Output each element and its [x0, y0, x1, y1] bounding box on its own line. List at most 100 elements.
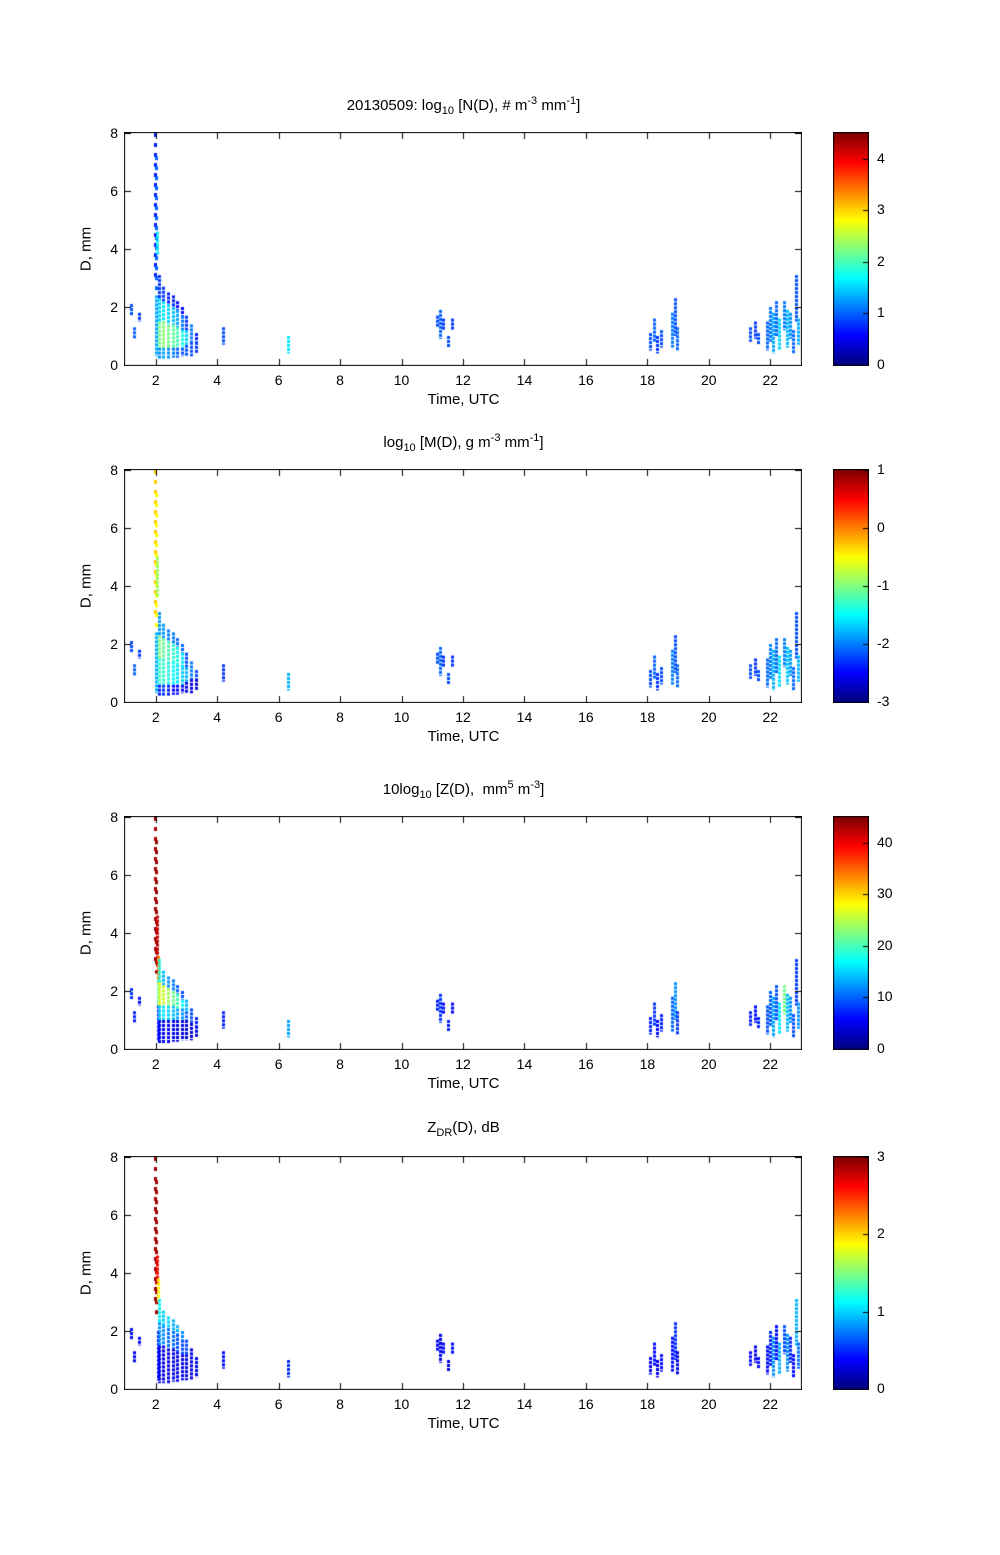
colorbar-tick-label: 20 [877, 936, 893, 953]
x-tick-label: 14 [516, 1056, 533, 1072]
y-tick-label: 2 [110, 983, 118, 999]
x-tick-label: 20 [701, 1056, 717, 1072]
x-tick-label: 10 [393, 709, 410, 725]
y-tick-label: 4 [110, 578, 118, 594]
colorbar-tick-label: 1 [877, 1302, 885, 1319]
x-tick-label: 22 [762, 372, 779, 388]
colorbar-tick-label: 3 [877, 201, 885, 218]
title-part: 10 [441, 105, 455, 117]
x-tick-label: 2 [151, 372, 160, 388]
title-part: 5 [507, 779, 514, 791]
x-tick-label: 8 [336, 709, 344, 725]
x-tick-label: 8 [336, 372, 344, 388]
panel-title: ZDR(D), dB [125, 1119, 802, 1139]
title-part: 10log [382, 781, 420, 798]
colorbar-tick-label: 30 [877, 885, 893, 902]
x-tick-label: 2 [151, 1396, 160, 1412]
x-tick-label: 16 [578, 709, 594, 725]
y-tick-label: 2 [110, 299, 118, 315]
y-tick-label: 8 [110, 462, 118, 478]
x-tick-label: 2 [151, 709, 160, 725]
x-tick-label: 14 [516, 709, 533, 725]
colorbar-tick-label: 1 [877, 304, 885, 321]
panel-mass-content: log10 [M(D), g m-3 mm-1] D, mm Time, UTC… [0, 432, 1000, 777]
x-tick-label: 18 [639, 1056, 656, 1072]
panel-differential-reflectivity: ZDR(D), dB D, mm Time, UTC 2 4 6 8 10 12 14 16 1… [0, 1119, 1000, 1464]
x-tick-label: 16 [578, 1056, 594, 1072]
title-part: 10 [419, 789, 432, 801]
x-tick-label: 10 [393, 372, 410, 388]
y-tick-label: 0 [110, 357, 118, 373]
colorbar-canvas [833, 1156, 869, 1390]
x-tick-label: 18 [639, 709, 656, 725]
title-part: ] [576, 97, 581, 114]
title-part: -1 [529, 432, 540, 444]
x-tick-label: 22 [762, 1396, 779, 1412]
x-tick-label: 14 [516, 1396, 533, 1412]
y-tick-label: 8 [110, 1149, 118, 1165]
x-tick-label: 14 [516, 372, 533, 388]
x-tick-label: 10 [393, 1396, 410, 1412]
x-tick-label: 4 [213, 709, 222, 725]
y-tick-label: 0 [110, 1041, 118, 1057]
colorbar-tick-label: 40 [877, 833, 893, 850]
panel-title: log10 [M(D), g m-3 mm-1] [125, 432, 802, 454]
x-tick-label: 12 [455, 1056, 471, 1072]
x-tick-label: 4 [213, 1056, 222, 1072]
y-tick-label: 4 [110, 925, 118, 941]
colorbar-tick-label: 2 [877, 1225, 885, 1242]
x-tick-label: 8 [336, 1396, 344, 1412]
y-tick-label: 6 [110, 867, 118, 883]
title-part: ] [539, 434, 544, 451]
y-tick-label: 4 [110, 241, 118, 257]
x-tick-label: 6 [274, 1396, 283, 1412]
title-part: -3 [530, 779, 541, 791]
colorbar-tick-label: 1 [877, 461, 885, 477]
x-tick-label: 12 [455, 1396, 471, 1412]
colorbar-tick-label: 0 [877, 356, 885, 372]
x-tick-label: 20 [701, 709, 717, 725]
heatmap-canvas [124, 816, 802, 1050]
panel-title: 10log10 [Z(D), mm5 m-3] [125, 779, 802, 801]
title-part: m [513, 781, 531, 798]
x-tick-label: 6 [274, 1056, 283, 1072]
title-part: Z [427, 1119, 437, 1136]
title-part: -1 [566, 95, 577, 107]
colorbar-tick-label: -1 [877, 577, 890, 593]
title-part: [M(D), g m [415, 434, 491, 451]
heatmap-canvas [124, 1156, 802, 1390]
x-axis-label: Time, UTC [427, 1075, 500, 1092]
title-part: [Z(D), mm [431, 781, 508, 798]
x-tick-label: 16 [578, 372, 594, 388]
title-part: 20130509: log [346, 97, 442, 114]
x-tick-label: 16 [578, 1396, 594, 1412]
colorbar-tick-label: 0 [877, 1380, 885, 1396]
title-part: log [383, 434, 404, 451]
y-tick-label: 6 [110, 1207, 118, 1223]
y-tick-label: 8 [110, 125, 118, 141]
x-axis-label: Time, UTC [427, 391, 500, 408]
y-tick-label: 6 [110, 183, 118, 199]
colorbar-tick-label: 4 [877, 149, 885, 166]
x-tick-label: 4 [213, 1396, 222, 1412]
x-tick-label: 2 [151, 1056, 160, 1072]
x-tick-label: 8 [336, 1056, 344, 1072]
x-tick-label: 12 [455, 372, 471, 388]
x-tick-label: 20 [701, 372, 717, 388]
title-part: mm [537, 97, 567, 114]
colorbar-tick-label: 3 [877, 1148, 885, 1164]
title-part: mm [500, 434, 530, 451]
x-axis-label: Time, UTC [427, 1415, 500, 1432]
y-tick-label: 0 [110, 694, 118, 710]
y-tick-label: 2 [110, 1323, 118, 1339]
colorbar-tick-label: -2 [877, 635, 890, 651]
x-tick-label: 22 [762, 1056, 779, 1072]
heatmap-canvas [124, 469, 802, 703]
y-tick-label: 4 [110, 1265, 118, 1281]
x-tick-label: 20 [701, 1396, 717, 1412]
colorbar-tick-label: 0 [877, 519, 885, 535]
x-axis-label: Time, UTC [427, 728, 500, 745]
title-part: 10 [403, 442, 416, 454]
x-tick-label: 6 [274, 372, 283, 388]
